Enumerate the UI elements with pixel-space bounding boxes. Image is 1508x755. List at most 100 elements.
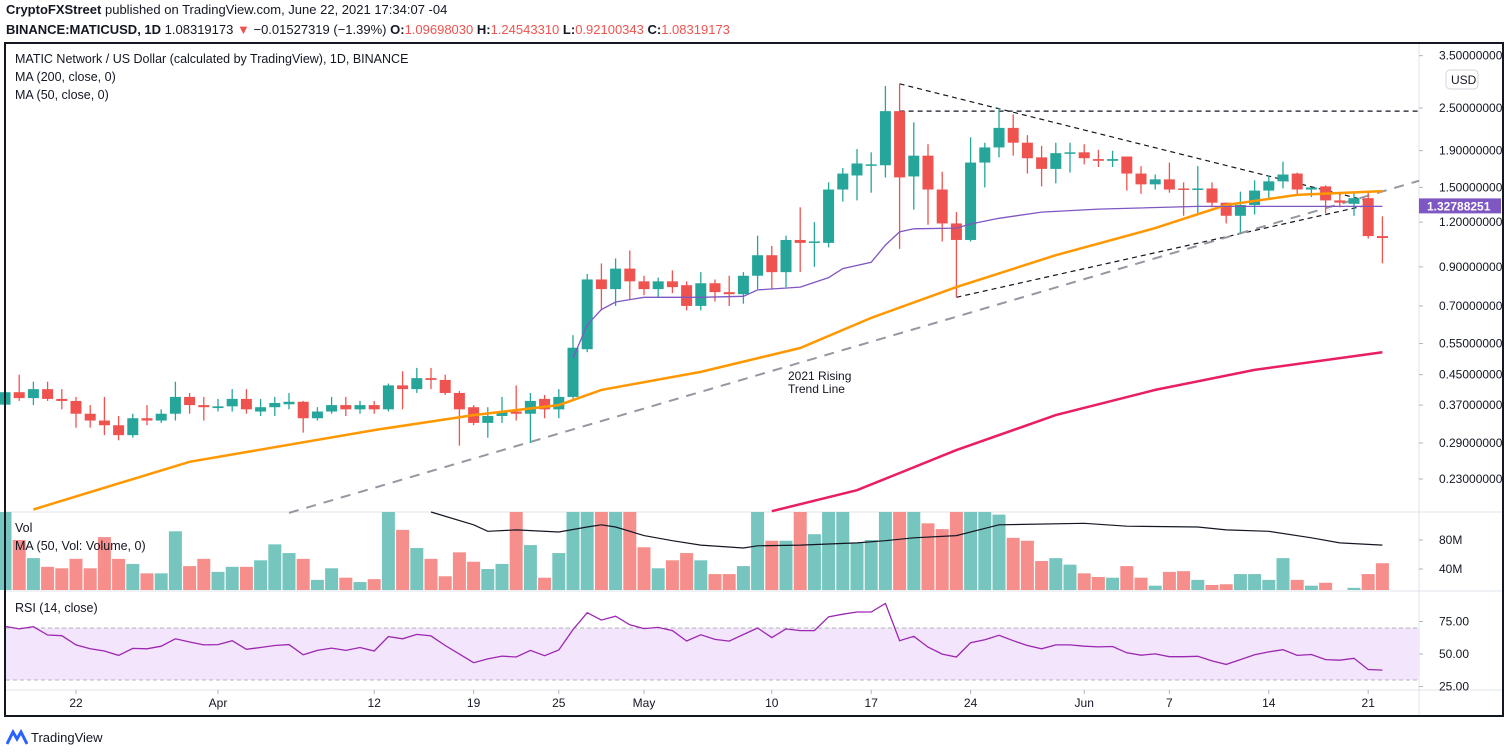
candle-body [340,405,352,410]
candle-body [411,378,423,390]
candle-body [226,398,238,407]
volume-bar [268,544,282,590]
volume-bar [878,512,892,590]
open-label: O: [390,22,405,37]
volume-bar [438,576,452,590]
volume-bar [765,540,779,590]
candle-body [510,411,522,414]
volume-bar [381,512,395,590]
volume-bar [978,512,992,590]
currency-badge[interactable] [1445,69,1479,90]
rsi-line [4,602,1383,671]
symbol: BINANCE:MATICUSD, 1D [6,22,162,37]
legend-vol[interactable]: Vol [15,521,33,535]
ma200-line [771,350,1383,513]
volume-tick-label: 80M [1439,533,1462,547]
last-price: 1.08319173 [164,22,234,37]
volume-bar [1106,577,1120,590]
candle-body [482,415,494,423]
candle-body [922,155,934,190]
candle-body [1305,187,1317,190]
candle-body [184,396,196,406]
legend-vol-ma[interactable]: MA (50, Vol: Volume, 0) [15,539,146,553]
candle-body [1007,127,1019,143]
volume-bar [1205,584,1219,590]
volume-bar [836,512,850,590]
candle-body [908,155,920,177]
volume-bar [779,540,793,590]
candle-body [965,162,977,240]
candle-body [1078,152,1090,159]
candle-body [1291,173,1303,190]
candle-body [737,275,749,295]
candle-body [1121,156,1133,174]
candle-body [1234,204,1246,216]
legend-ma200[interactable]: MA (200, close, 0) [15,70,116,84]
candle-body [1249,190,1261,205]
price-tick-label: 3.50000000 [1439,49,1503,63]
candle-body [766,255,778,273]
candle-body [98,420,110,426]
publisher-name[interactable]: CryptoFXStreet [6,2,102,17]
volume-bar [580,512,594,590]
candle-body [1178,188,1190,190]
ma50-line [33,189,1383,511]
candle-body [681,285,693,306]
price-label-box [1419,198,1501,214]
volume-bar [69,558,83,590]
candle-body [723,292,735,295]
volume-bar [12,540,26,590]
volume-bar [637,547,651,590]
volume-bar [1020,540,1034,590]
candle-body [1220,202,1232,216]
candle-body [169,396,181,414]
time-tick-label: 21 [1362,696,1376,710]
candle-body [1050,153,1062,169]
candle-body [567,347,579,397]
volume-bar [1233,574,1247,590]
volume-bar [1262,579,1276,590]
candle-body [311,411,323,419]
legend-ma50[interactable]: MA (50, close, 0) [15,88,109,102]
low-value: 0.92100343 [575,22,644,37]
candle-body [1277,174,1289,182]
candle-body [269,403,281,408]
candle-body [84,413,96,421]
volume-bar [850,542,864,590]
trendline [288,179,1420,514]
volume-bar [211,571,225,590]
high-label: H: [476,22,491,37]
volume-bar [864,540,878,590]
candle-body [354,405,366,410]
price-change: −0.01527319 (−1.39%) [253,22,387,37]
time-tick-label: 14 [1262,696,1276,710]
candle-body [326,405,338,412]
high-value: 1.24543310 [490,22,560,37]
volume-bar [396,529,410,590]
candle-body [894,111,906,178]
tradingview-logo[interactable]: TradingView [6,728,103,746]
volume-bar [992,514,1006,590]
volume-bar [736,566,750,590]
price-tick-label: 1.90000000 [1439,144,1503,158]
volume-bar [1148,585,1162,590]
tradingview-brand: TradingView [31,729,103,745]
tradingview-logo-icon [6,728,28,745]
volume-bar [183,566,197,590]
annotation-line1: 2021 Rising [788,369,851,383]
volume-bar [1077,573,1091,590]
volume-tick-label: 40M [1439,562,1462,576]
ohlc-bar: BINANCE:MATICUSD, 1D 1.08319173 ▼ −0.015… [6,22,730,37]
candle-body [808,241,820,243]
candle-body [198,405,210,408]
volume-bar [296,558,310,590]
volume-bar [1191,579,1205,590]
volume-bar [239,566,253,590]
price-tick-label: 0.55000000 [1439,336,1503,350]
volume-bar [594,512,608,590]
candle-body [837,173,849,190]
candle-body [382,385,394,410]
legend-rsi[interactable]: RSI (14, close) [15,601,98,615]
candle-body [695,283,707,306]
